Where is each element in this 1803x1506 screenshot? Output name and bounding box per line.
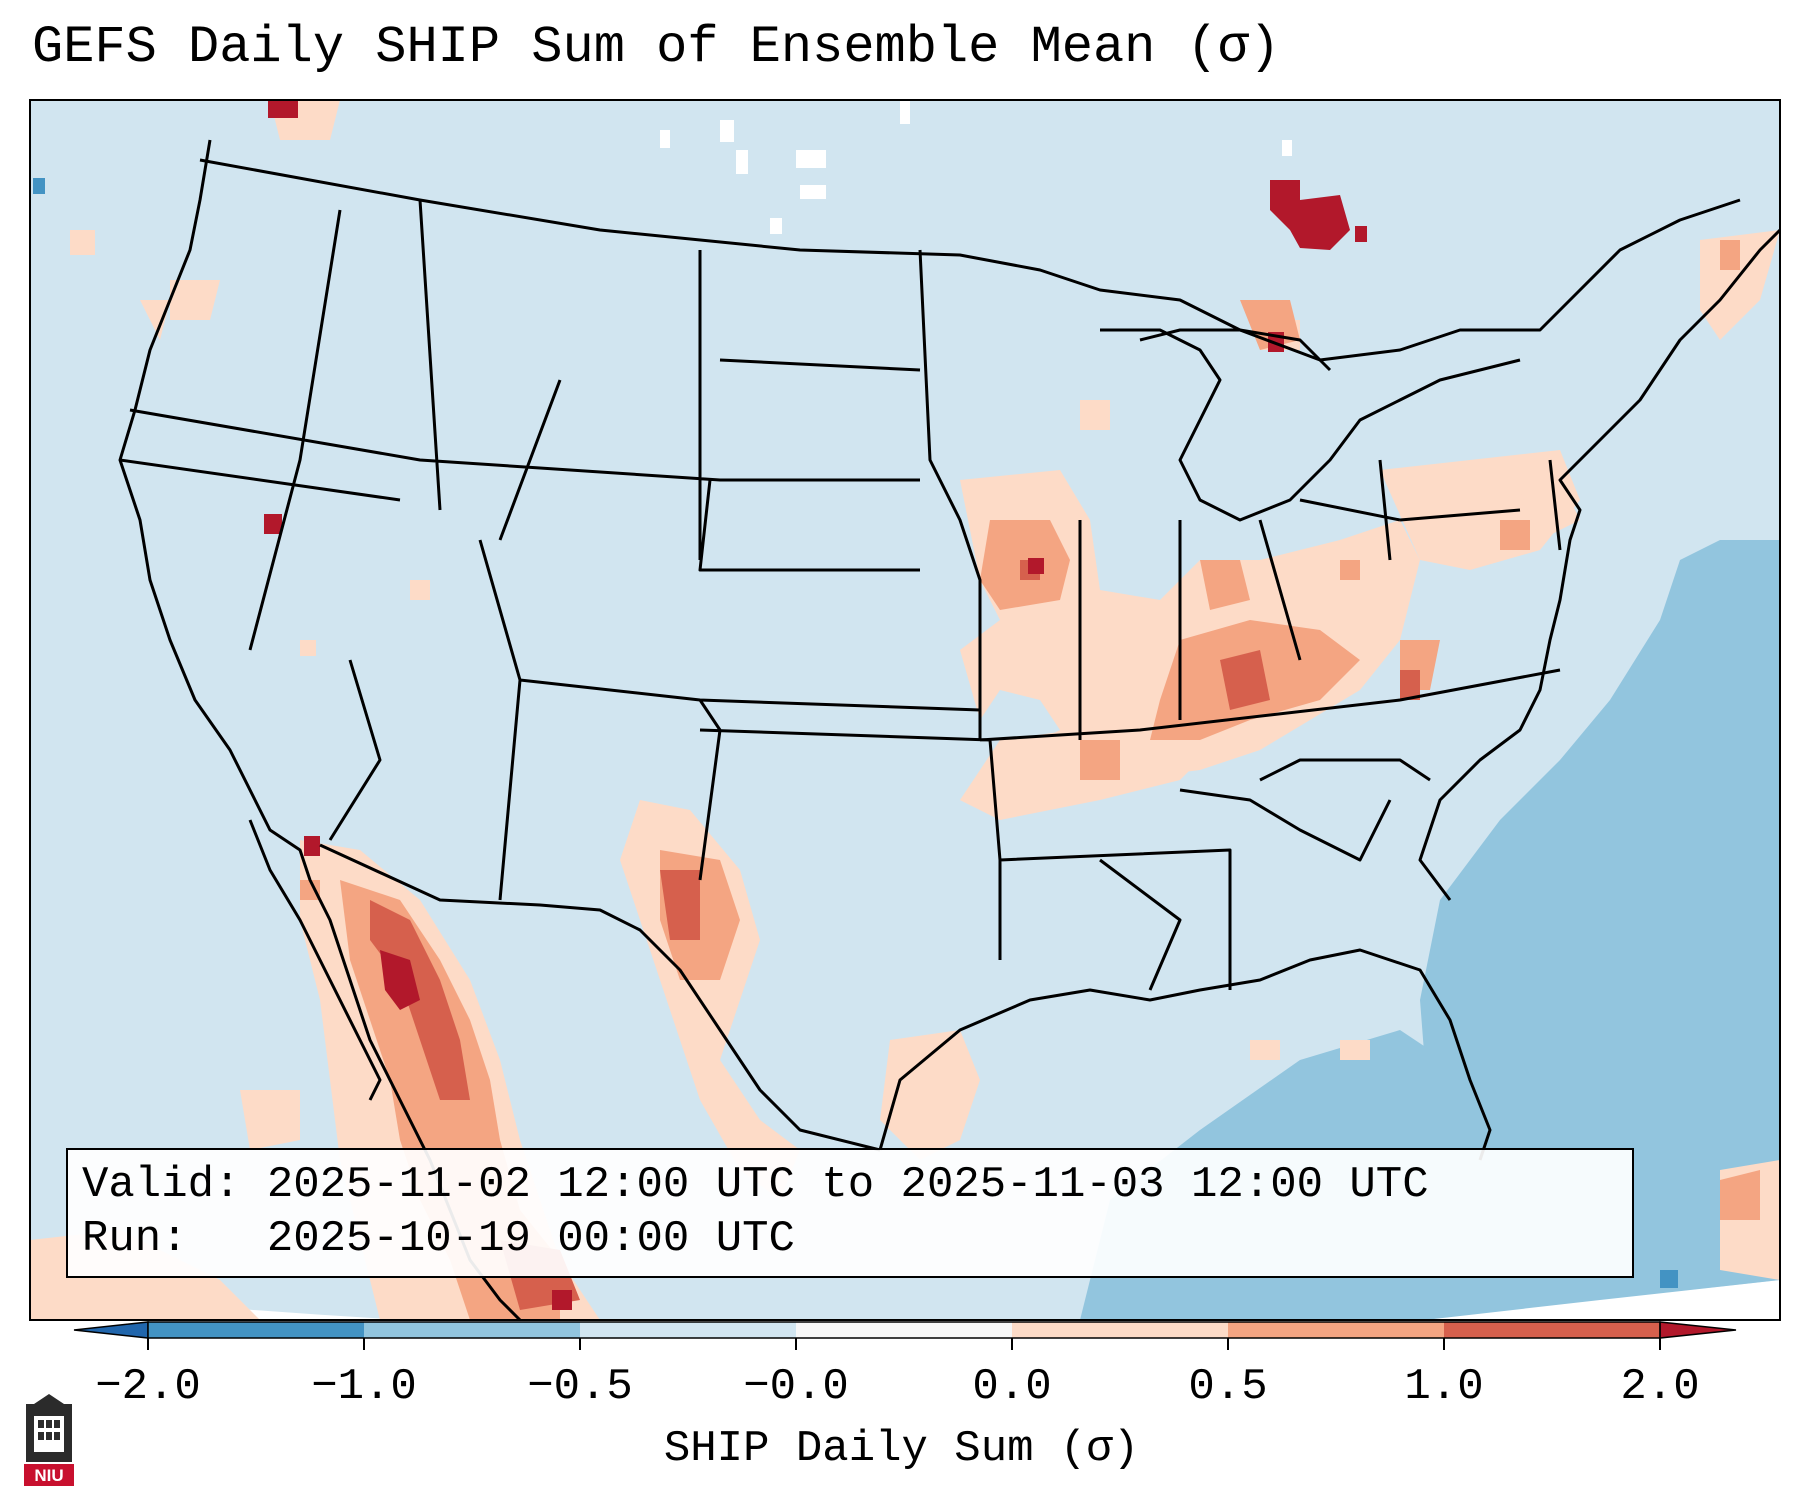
colorbar-segment-2 (364, 1322, 580, 1338)
great-lakes (1100, 328, 1521, 522)
colorbar-segment-1 (148, 1322, 364, 1338)
colorbar-tick-label: −2.0 (95, 1362, 201, 1412)
colorbar-tick-label: 1.0 (1404, 1362, 1484, 1412)
colorbar-tick-label: 0.5 (1188, 1362, 1268, 1412)
colorbar-tick-label: −0.0 (743, 1362, 849, 1412)
colorbar-label: SHIP Daily Sum (σ) (663, 1424, 1140, 1474)
field-neg-strong (33, 178, 1678, 1288)
us-mexico-border (319, 843, 881, 1152)
map-frame (29, 99, 1781, 1321)
niu-logo-icon: NIU (24, 1394, 74, 1486)
gulf-coast (878, 948, 1492, 1161)
map-borders (118, 139, 1780, 1320)
field-near-zero (660, 100, 1292, 234)
colorbar-extend-high (1659, 1321, 1737, 1339)
valid-time-line: Valid: 2025-11-02 12:00 UTC to 2025-11-0… (82, 1160, 1429, 1210)
baja-coast (248, 819, 382, 1101)
colorbar-tick-label: −1.0 (311, 1362, 417, 1412)
field-pos-extreme (264, 100, 1367, 1310)
colorbar-segment-5 (1012, 1322, 1228, 1338)
colorbar-tick-label: 0.0 (972, 1362, 1052, 1412)
niu-logo-text: NIU (34, 1466, 63, 1485)
valid-run-box: Valid: 2025-11-02 12:00 UTC to 2025-11-0… (66, 1148, 1634, 1278)
colorbar-segment-4 (796, 1322, 1012, 1338)
state-lines (119, 199, 1562, 991)
colorbar-tick-label: −0.5 (527, 1362, 633, 1412)
run-time-line: Run: 2025-10-19 00:00 UTC (82, 1214, 795, 1264)
colorbar-outline (147, 1321, 1661, 1339)
colorbar-tick-marks (147, 1338, 1661, 1350)
colorbar-segment-3 (580, 1322, 796, 1338)
map-field (30, 100, 1780, 1320)
chart-title: GEFS Daily SHIP Sum of Ensemble Mean (σ) (32, 18, 1281, 77)
atlantic-coast (1418, 228, 1780, 901)
colorbar-segment-7 (1444, 1322, 1660, 1338)
colorbar-segment-6 (1228, 1322, 1444, 1338)
colorbar-tick-label: 2.0 (1620, 1362, 1700, 1412)
colorbar-extend-low (73, 1321, 149, 1339)
colorbar (73, 1321, 1737, 1350)
